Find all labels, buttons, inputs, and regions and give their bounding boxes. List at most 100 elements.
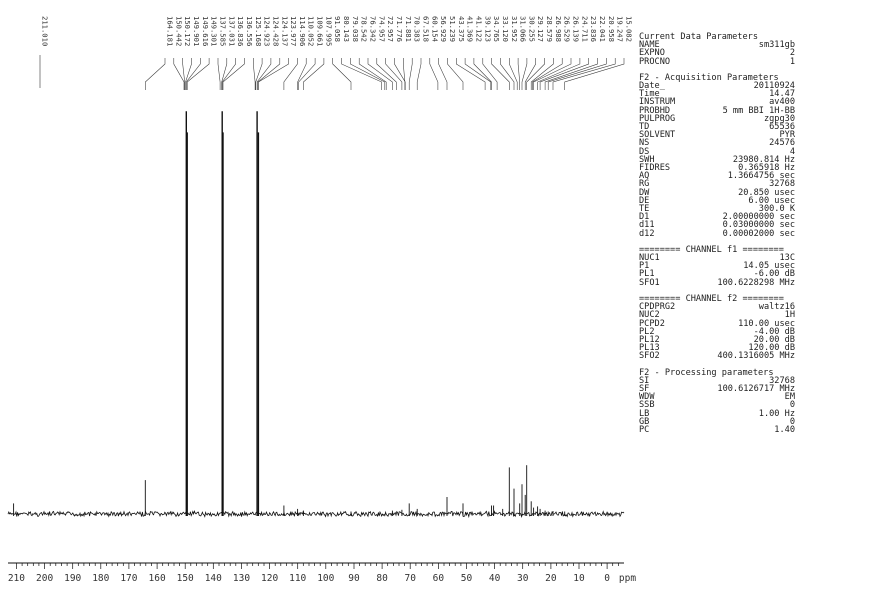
x-tick-label: 200: [36, 573, 53, 584]
param-key: NUC1: [639, 253, 660, 264]
x-tick-label: 170: [120, 573, 137, 584]
peak-label-connector: [429, 58, 439, 90]
param-value: 13C: [779, 253, 795, 264]
peak-label-connector: [303, 58, 325, 90]
peak-label: 30.255: [527, 16, 536, 42]
param-key: FIDRES: [639, 163, 671, 174]
param-row: PROCNO 1: [639, 56, 799, 67]
param-value: 20.850 usec: [738, 187, 795, 198]
peak-label-connector: [255, 58, 263, 90]
x-tick-label: 30: [517, 573, 529, 584]
param-value: 1.40: [774, 424, 795, 435]
peak-label-connector: [473, 58, 492, 90]
param-key: SFO1: [639, 277, 660, 288]
x-tick-label: 180: [92, 573, 109, 584]
peak-connector-layer: [39, 55, 625, 90]
peak-label: 76.342: [369, 16, 378, 42]
param-value: 1: [789, 56, 795, 67]
param-row: P1 14.05 usec: [639, 262, 799, 271]
param-row: PL12 20.00 dB: [639, 334, 799, 345]
param-key: EXPNO: [639, 48, 665, 59]
peak-label-connector: [456, 58, 486, 90]
param-value: av400: [769, 97, 795, 108]
param-value: 0: [789, 416, 795, 427]
ppm-axis: 210 200 190 180 170 160 150 140 130 120 110 100 90 80…: [8, 562, 636, 584]
peak-label: 19.247: [616, 16, 625, 42]
peak-label: 114.906: [298, 16, 307, 46]
x-tick-label: 0: [604, 573, 610, 584]
peak-label: 110.052: [307, 16, 316, 46]
param-value: 65536: [769, 122, 795, 133]
param-value: 300.0 K: [758, 204, 795, 215]
peak-label: 23.836: [589, 16, 598, 42]
param-row: Time 14.47: [639, 89, 799, 100]
peak-label-connector: [564, 58, 625, 90]
param-row: DS 4: [639, 147, 799, 156]
param-row: NUC1 13C: [639, 253, 799, 264]
x-tick-label: 50: [461, 573, 473, 584]
param-value: 14.47: [769, 89, 795, 100]
peak-label-connector: [297, 58, 307, 90]
param-value: 32768: [769, 179, 795, 190]
peak-label-connector: [258, 58, 289, 90]
peak-label-connector: [500, 58, 515, 90]
param-value: 110.00 usec: [738, 318, 795, 329]
x-tick-label: 100: [317, 573, 334, 584]
peak-label-connector: [552, 58, 616, 90]
peak-label: 149.616: [201, 16, 210, 46]
peak-label-connector: [298, 58, 316, 90]
param-value: 32768: [769, 375, 795, 386]
peak-label: 124.923: [263, 16, 272, 46]
x-tick-label: 60: [433, 573, 445, 584]
peak-label: 70.383: [413, 16, 422, 42]
peak-label: 149.901: [192, 16, 201, 46]
param-key: PL2: [639, 326, 655, 337]
param-key: PL12: [639, 334, 660, 345]
x-tick-label: 90: [348, 573, 360, 584]
peak-label: 67.518: [422, 16, 431, 42]
peak-label-connector: [532, 58, 563, 90]
param-row: PL2 -4.00 dB: [639, 326, 799, 337]
peak-label: 150.442: [174, 16, 183, 46]
param-row: DW 20.850 usec: [639, 187, 799, 198]
param-row: DE 6.00 usec: [639, 195, 799, 206]
peak-label: 41.122: [474, 16, 483, 42]
param-row: PROBHD 5 mm BBI 1H-BB: [639, 106, 799, 115]
param-row: SWH 23980.814 Hz: [639, 155, 799, 164]
acquisition-parameters-panel: Current Data Parameters NAME sm311gb EXPNO…: [639, 33, 799, 442]
x-tick-label: 20: [545, 573, 557, 584]
peak-label: 107.995: [324, 16, 333, 46]
peak-label: 124.428: [271, 16, 280, 46]
peak-label-connector: [367, 58, 393, 90]
peak-label-connector: [350, 58, 386, 90]
x-tick-label: 130: [233, 573, 250, 584]
param-value: waltz16: [758, 302, 795, 313]
peak-label: 24.711: [580, 16, 589, 42]
peak-label-connector: [509, 58, 518, 90]
param-value: 2: [789, 48, 795, 59]
peak-label: 39.123: [483, 16, 492, 42]
peak-label-connector: [394, 58, 406, 90]
param-row: PCPD2 110.00 usec: [639, 318, 799, 329]
x-tick-label: 40: [489, 573, 501, 584]
param-value: -6.00 dB: [753, 269, 795, 280]
peak-label: 71.776: [395, 16, 404, 42]
peak-label-connector: [253, 58, 256, 90]
param-key: PL13: [639, 343, 660, 354]
peak-label: 20.958: [607, 16, 616, 42]
peak-label-connector: [341, 58, 382, 90]
peak-label-connector: [521, 58, 528, 90]
x-tick-label: 10: [573, 573, 585, 584]
param-key: DE: [639, 195, 650, 206]
peak-label: 56.929: [439, 16, 448, 42]
param-value: 20110924: [753, 81, 795, 92]
x-tick-label: 210: [8, 573, 25, 584]
param-key: GB: [639, 416, 650, 427]
peak-label: 78.542: [360, 16, 369, 42]
param-row: GB 0: [639, 416, 799, 427]
peak-label: 137.031: [227, 16, 236, 46]
peak-label: 150.172: [183, 16, 192, 46]
peak-label: 136.556: [245, 16, 254, 46]
param-value: 100.6126717 MHz: [717, 383, 795, 394]
